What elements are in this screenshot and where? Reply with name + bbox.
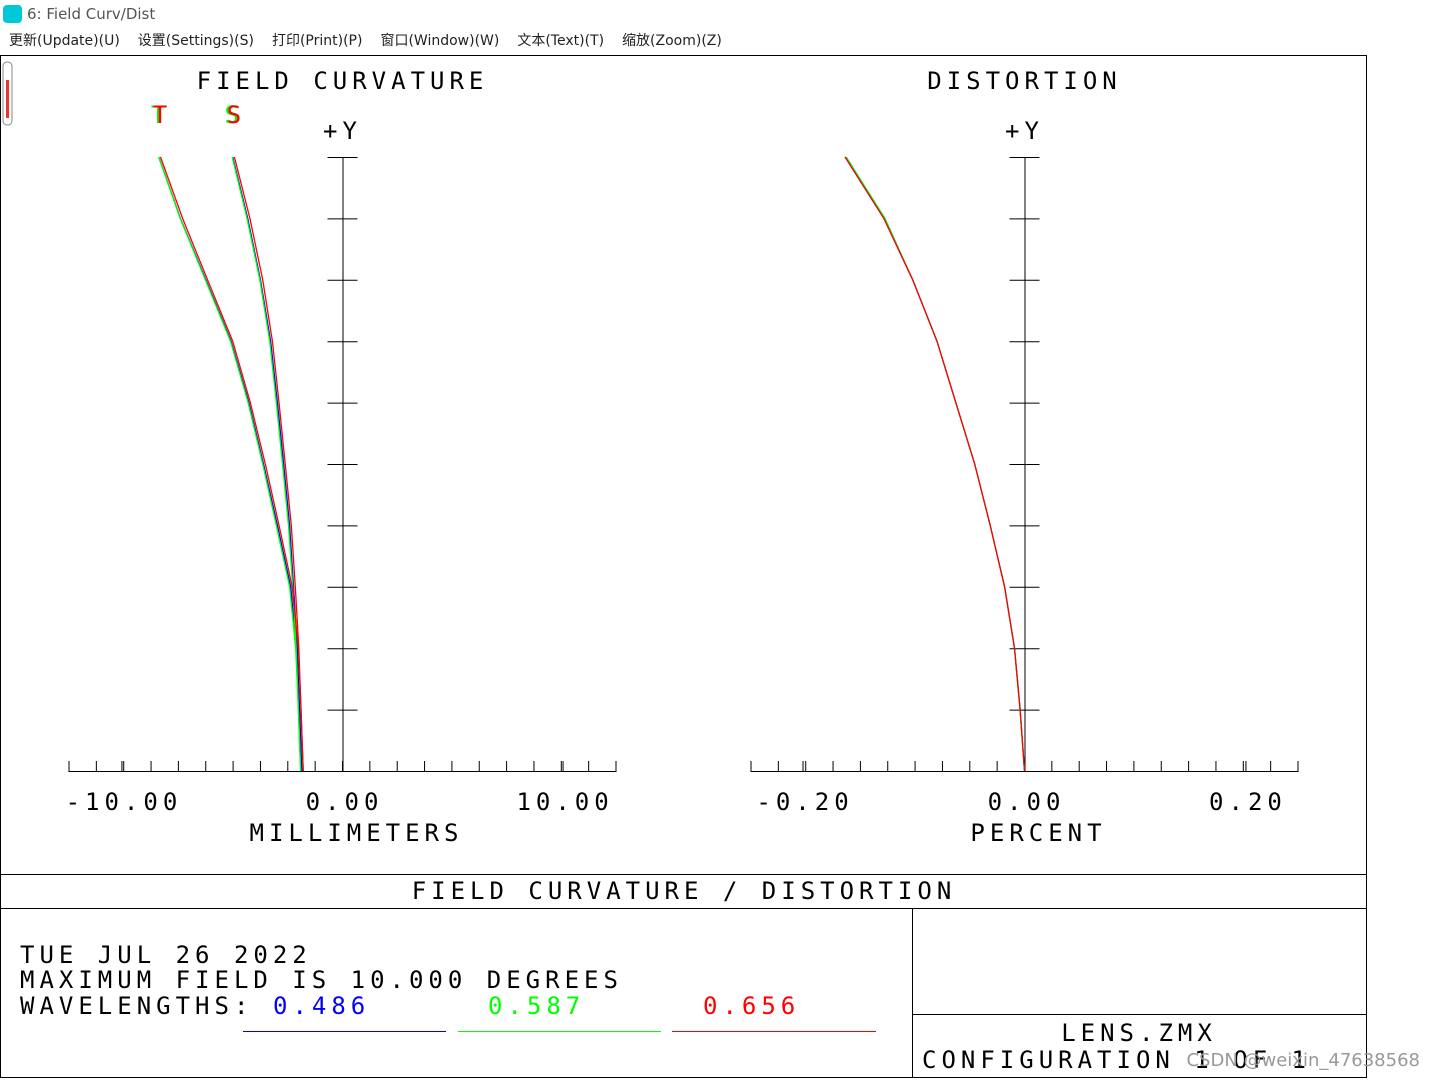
curve [158, 156, 303, 772]
curve [159, 156, 304, 772]
menu-item[interactable]: 更新(Update)(U) [9, 33, 120, 49]
curve [158, 156, 302, 772]
menu-item[interactable]: 窗口(Window)(W) [380, 33, 500, 49]
scroll-indicator [6, 80, 9, 118]
curve-label: S [227, 101, 246, 129]
curve [844, 156, 1026, 772]
curve [231, 156, 302, 772]
x-tick-label: 0.00 [306, 788, 384, 816]
y-axis-label: +Y [1005, 117, 1044, 145]
menu-item[interactable]: 打印(Print)(P) [271, 33, 363, 49]
x-tick-label: 0.00 [988, 788, 1066, 816]
curve [233, 156, 304, 772]
title-bar: 6: Field Curv/Dist [0, 0, 1435, 28]
curve [844, 156, 1026, 772]
menu-item[interactable]: 文本(Text)(T) [517, 33, 605, 49]
menu-item[interactable]: 设置(Settings)(S) [137, 33, 254, 49]
curve-label: S [224, 101, 243, 129]
x-tick-label: 10.00 [516, 788, 613, 816]
menu-bar: 更新(Update)(U) 设置(Settings)(S) 打印(Print)(P)… [0, 30, 1435, 52]
curve [232, 156, 303, 772]
watermark: CSDN @weixin_47638568 [1186, 1050, 1420, 1071]
plot-frame [0, 55, 1367, 1078]
window-title: 6: Field Curv/Dist [27, 5, 156, 23]
x-tick-label: -0.20 [756, 788, 853, 816]
wavelength: 0.587 [488, 992, 585, 1020]
field-info: MAXIMUM FIELD IS 10.000 DEGREES [20, 966, 623, 994]
x-axis-label: MILLIMETERS [250, 819, 464, 847]
chart-title: FIELD CURVATURE [197, 67, 489, 95]
x-tick-label: 0.20 [1209, 788, 1287, 816]
wavelengths-label: WAVELENGTHS: [20, 992, 253, 1020]
wavelength: 0.486 [273, 992, 370, 1020]
configuration: CONFIGURATION 1 OF 1 [922, 1046, 1311, 1074]
app-icon [3, 5, 22, 23]
date: TUE JUL 26 2022 [20, 941, 312, 969]
curve-label: T [151, 101, 170, 129]
footer-heading: FIELD CURVATURE / DISTORTION [412, 877, 957, 905]
y-axis-label: +Y [323, 117, 362, 145]
x-axis-label: PERCENT [970, 819, 1106, 847]
x-tick-label: -10.00 [66, 788, 183, 816]
curve-label: T [153, 101, 172, 129]
chart-title: DISTORTION [927, 67, 1122, 95]
curve-label: S [225, 101, 244, 129]
curve [845, 156, 1026, 772]
menu-item[interactable]: 缩放(Zoom)(Z) [622, 33, 722, 49]
file-name: LENS.ZMX [1061, 1019, 1217, 1047]
wavelength: 0.656 [703, 992, 800, 1020]
curve-label: T [151, 101, 170, 129]
